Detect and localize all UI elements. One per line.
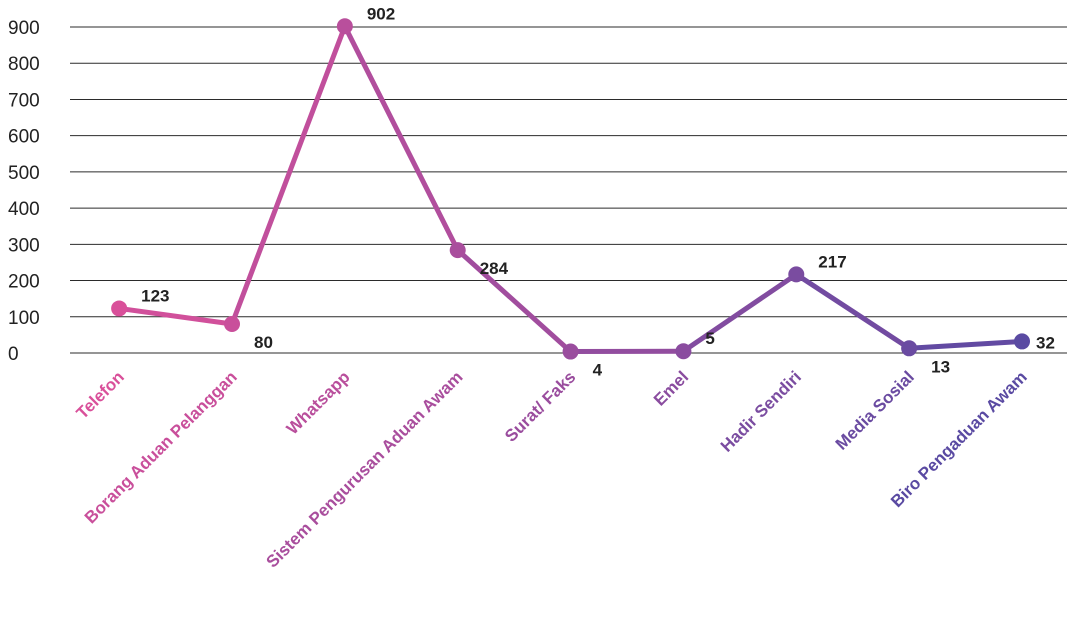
y-tick-label: 0 [8,344,19,365]
y-tick-label: 600 [8,127,40,148]
series-line-segment [116,305,235,327]
y-tick-label: 500 [8,163,40,184]
data-point [449,242,466,259]
y-tick-label: 300 [8,235,40,256]
series-line-segment [680,271,799,354]
data-label: 80 [254,333,273,352]
x-tick-label: Sistem Pengurusan Aduan Awam [263,367,467,571]
data-label: 5 [705,329,714,348]
y-tick-label: 200 [8,272,40,293]
series-line-segment [229,23,348,327]
data-label: 32 [1036,333,1055,352]
series-line-segment [906,338,1025,351]
x-tick-label: Media Sosial [832,367,918,453]
data-point [1014,333,1030,350]
data-point [562,343,579,360]
y-tick-label: 100 [8,308,40,329]
data-point [901,340,918,357]
data-label: 4 [593,361,603,380]
x-tick-label: Hadir Sendiri [717,367,805,455]
data-label: 902 [367,4,395,23]
data-point [111,300,128,317]
y-tick-label: 800 [8,54,40,75]
data-label: 217 [818,252,846,271]
data-labels: 123 80 902 284 4 5 217 13 32 [141,4,1055,379]
x-tick-label: Surat/ Faks [501,367,579,445]
data-points [111,18,1030,360]
series-line [116,23,1025,355]
series-line-segment [342,23,461,253]
y-tick-label: 400 [8,199,40,220]
data-label: 13 [931,357,950,376]
data-point [224,316,240,333]
data-point [336,18,353,35]
data-label: 123 [141,286,169,305]
y-tick-label: 900 [8,18,40,39]
data-point [788,266,805,283]
gridlines [70,26,1067,354]
data-label: 284 [480,259,509,278]
y-tick-label: 700 [8,90,40,111]
x-tick-label: Emel [650,367,692,409]
series-line-segment [793,271,912,351]
x-tick-label: Telefon [73,367,128,422]
series-line-segment [455,247,574,355]
data-point [675,343,692,360]
y-axis-ticks: 0 100 200 300 400 500 600 700 800 900 [8,18,40,365]
x-tick-label: Whatsapp [283,367,354,438]
